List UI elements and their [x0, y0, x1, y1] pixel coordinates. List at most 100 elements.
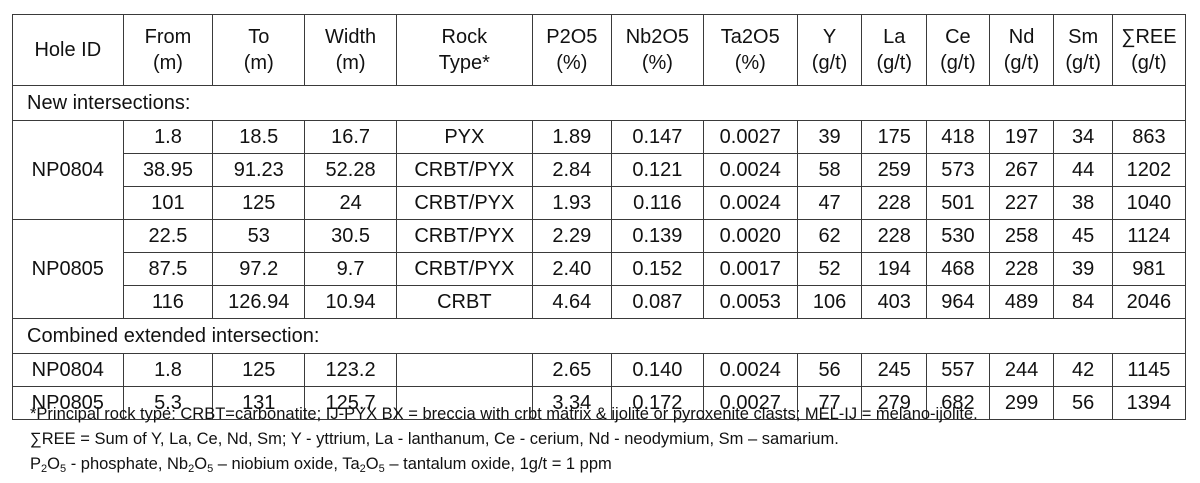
nb2o5-cell: 0.140 [610, 353, 704, 387]
table-row: 116 126.94 10.94 CRBT 4.64 0.087 0.0053 106 403 9… [13, 285, 1187, 319]
y-cell: 106 [796, 285, 863, 319]
sum-ree-cell: 1124 [1111, 219, 1187, 253]
header-row: Hole ID From (m) To (m) Width (m) Rock Type*… [12, 14, 1187, 86]
to-cell: 91.23 [212, 153, 306, 187]
ce-cell: 418 [926, 120, 990, 154]
sm-cell: 45 [1053, 219, 1113, 253]
footnote-text: – tantalum oxide, 1g/t = 1 ppm [384, 455, 612, 473]
table-row: NP0805 22.5 53 30.5 CRBT/PYX 2.29 0.139 0.0020… [12, 219, 1187, 319]
sm-cell: 39 [1053, 252, 1113, 286]
header-p2o5: P2O5 (%) [531, 14, 612, 86]
header-rock-type: Rock Type* [396, 14, 533, 86]
p2o5-cell: 4.64 [531, 285, 612, 319]
header-to: To (m) [212, 14, 306, 86]
ta2o5-cell: 0.0024 [702, 186, 798, 220]
ta2o5-cell: 0.0027 [702, 120, 798, 154]
nb2o5-cell: 0.116 [610, 186, 704, 220]
ta2o5-cell: 0.0024 [702, 353, 798, 387]
footnote-text: O [194, 455, 208, 473]
nd-cell: 299 [988, 386, 1055, 420]
nb2o5-cell: 0.147 [610, 120, 704, 154]
sum-ree-cell: 1394 [1111, 386, 1187, 420]
ce-cell: 964 [926, 285, 990, 319]
rock-type-cell: PYX [396, 120, 533, 154]
footnote-rock-types: *Principal rock type: CRBT=carbonatite; … [30, 405, 978, 423]
header-y: Y (g/t) [796, 14, 863, 86]
width-cell: 125.7 [304, 386, 397, 420]
nd-cell: 489 [988, 285, 1055, 319]
width-cell: 123.2 [304, 353, 397, 387]
la-cell: 403 [861, 285, 928, 319]
from-cell: 22.5 [122, 219, 214, 253]
footnote-subscript: 5 [378, 463, 385, 475]
table-row: 101 125 24 CRBT/PYX 1.93 0.116 0.0024 47 228 501 2… [13, 186, 1187, 220]
rock-type-cell: CRBT/PYX [396, 219, 533, 253]
p2o5-cell: 1.93 [531, 186, 612, 220]
table-row: 38.95 91.23 52.28 CRBT/PYX 2.84 0.121 0.0024 58… [13, 153, 1187, 187]
p2o5-cell: 2.29 [531, 219, 612, 253]
sum-ree-cell: 981 [1111, 252, 1187, 286]
header-ce: Ce (g/t) [926, 14, 990, 86]
footnote-subscript: 2 [188, 463, 195, 475]
nd-cell: 244 [988, 353, 1055, 387]
rock-type-cell [396, 353, 533, 387]
header-sm: Sm (g/t) [1053, 14, 1113, 86]
footnote-text: O [47, 455, 60, 473]
la-cell: 175 [861, 120, 928, 154]
rock-type-cell: CRBT/PYX [396, 153, 533, 187]
la-cell: 245 [861, 353, 928, 387]
sum-ree-cell: 2046 [1111, 285, 1187, 319]
ta2o5-cell: 0.0020 [702, 219, 798, 253]
hole-id-cell: NP0805 [12, 386, 124, 420]
header-sum-ree: ∑REE (g/t) [1111, 14, 1187, 86]
footnote-text: P [30, 455, 42, 473]
to-cell: 97.2 [212, 252, 306, 286]
ce-cell: 682 [926, 386, 990, 420]
footnotes: *Principal rock type: CRBT=carbonatite; … [30, 402, 978, 477]
table-body: New intersections: NP0804 1.8 18.5 16.7 PYX… [12, 85, 1187, 420]
sm-cell: 38 [1053, 186, 1113, 220]
to-cell: 125 [212, 186, 306, 220]
section-row-combined: Combined extended intersection: [12, 318, 1186, 354]
y-cell: 58 [796, 153, 863, 187]
p2o5-cell: 2.65 [531, 353, 612, 387]
header-nb2o5: Nb2O5 (%) [610, 14, 704, 86]
assay-results-table-container: Hole ID From (m) To (m) Width (m) Rock Type*… [12, 14, 1187, 420]
footnote-text: O [365, 455, 379, 473]
from-cell: 101 [122, 186, 214, 220]
hole-id-cell: NP0804 [12, 353, 124, 387]
y-cell: 47 [796, 186, 863, 220]
ta2o5-cell: 0.0027 [702, 386, 798, 420]
sm-cell: 44 [1053, 153, 1113, 187]
y-cell: 39 [796, 120, 863, 154]
footnote-subscript: 2 [359, 463, 366, 475]
ce-cell: 573 [926, 153, 990, 187]
hole-id-cell: NP0804 [12, 120, 124, 220]
from-cell: 116 [122, 285, 214, 319]
nb2o5-cell: 0.121 [610, 153, 704, 187]
ta2o5-cell: 0.0053 [702, 285, 798, 319]
p2o5-cell: 2.84 [531, 153, 612, 187]
rock-type-cell: CRBT/PYX [396, 186, 533, 220]
p2o5-cell: 2.40 [531, 252, 612, 286]
section-label-new: New intersections: [12, 85, 1186, 121]
nd-cell: 227 [988, 186, 1055, 220]
y-cell: 52 [796, 252, 863, 286]
y-cell: 62 [796, 219, 863, 253]
from-cell: 1.8 [122, 120, 214, 154]
sm-cell: 42 [1053, 353, 1113, 387]
ta2o5-cell: 0.0017 [702, 252, 798, 286]
ce-cell: 501 [926, 186, 990, 220]
from-cell: 87.5 [122, 252, 214, 286]
rock-type-cell: CRBT/PYX [396, 252, 533, 286]
la-cell: 259 [861, 153, 928, 187]
footnote-subscript: 5 [59, 463, 67, 475]
from-cell: 1.8 [122, 353, 214, 387]
hole-id-cell: NP0805 [12, 219, 124, 319]
table-row: 87.5 97.2 9.7 CRBT/PYX 2.40 0.152 0.0017 52 194 4… [13, 252, 1187, 286]
width-cell: 24 [304, 186, 397, 220]
section-label-combined: Combined extended intersection: [12, 318, 1186, 354]
sm-cell: 34 [1053, 120, 1113, 154]
ta2o5-cell: 0.0024 [702, 153, 798, 187]
header-hole-id: Hole ID [12, 14, 124, 86]
